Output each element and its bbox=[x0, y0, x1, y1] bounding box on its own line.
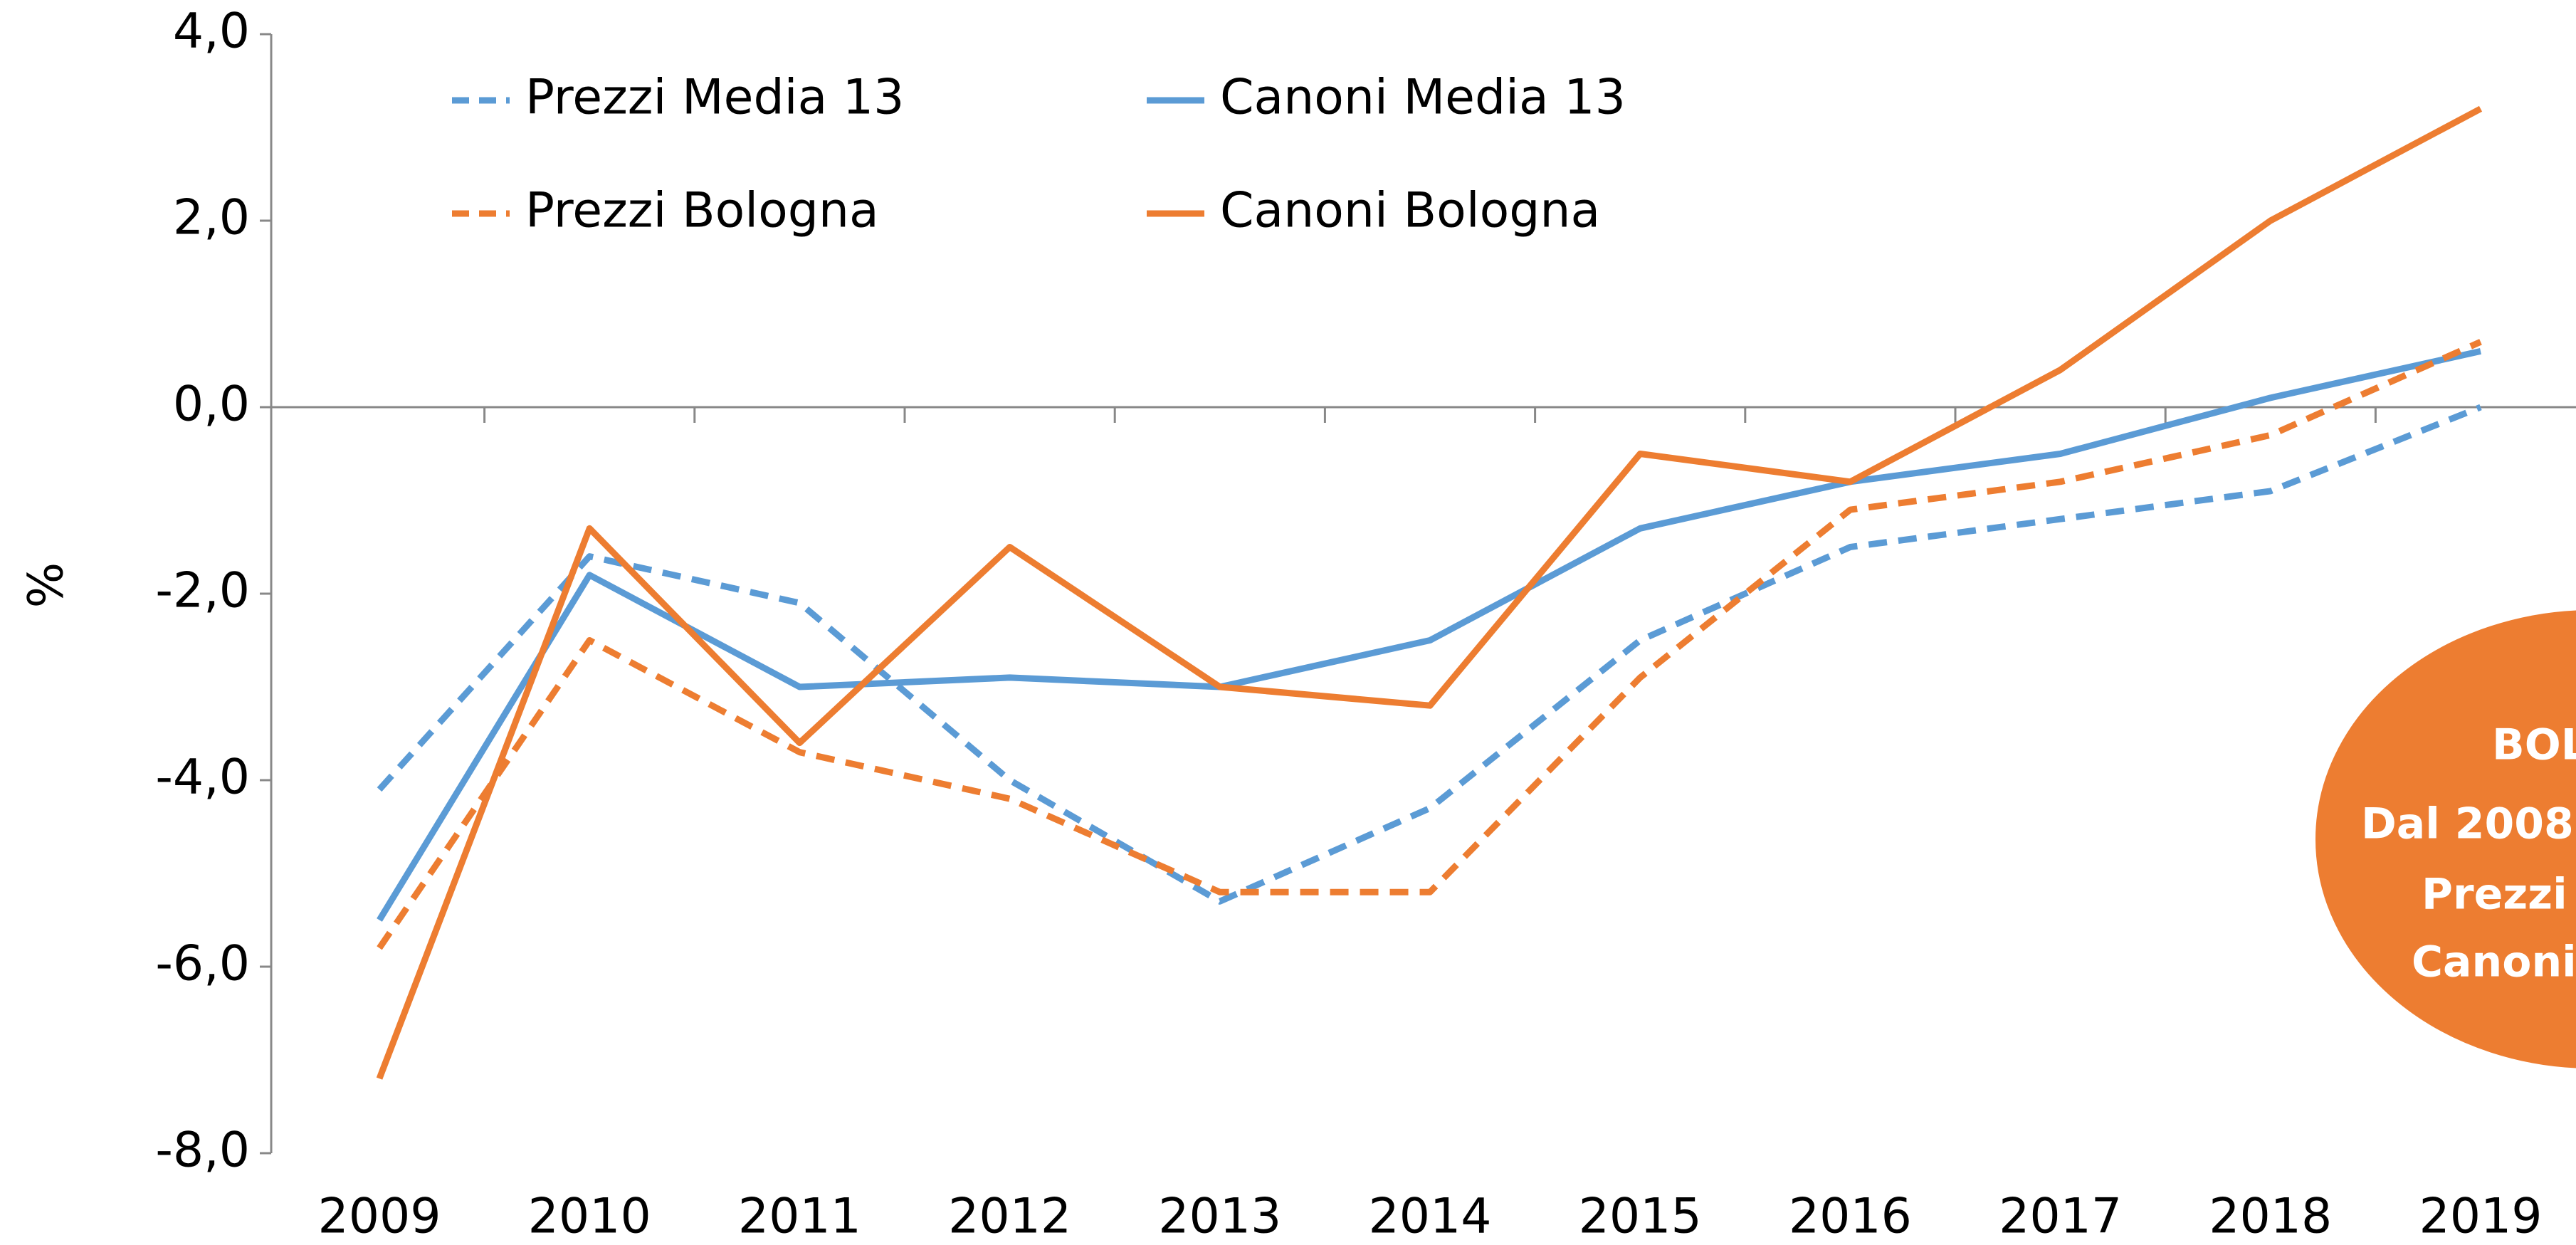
x-tick-label: 2018 bbox=[2209, 1189, 2332, 1245]
callout-bubble bbox=[2311, 606, 2576, 1073]
callout-text: Dal 2008 bbox=[2361, 799, 2574, 849]
series-line bbox=[377, 339, 2482, 950]
y-tick-label: -8,0 bbox=[155, 1123, 250, 1179]
series-line bbox=[377, 348, 2481, 922]
y-tick-label: 0,0 bbox=[173, 377, 250, 433]
x-tick-label: 2014 bbox=[1368, 1189, 1491, 1245]
series-line bbox=[376, 105, 2483, 1080]
y-tick-label: -4,0 bbox=[155, 750, 250, 806]
callout-text: Canoni bbox=[2412, 937, 2576, 987]
x-tick-label: 2011 bbox=[738, 1189, 861, 1245]
callout-text: BOLO bbox=[2492, 720, 2576, 770]
x-tick-label: 2015 bbox=[1579, 1189, 1702, 1245]
series-line bbox=[377, 404, 2482, 905]
x-tick-label: 2017 bbox=[1999, 1189, 2122, 1245]
callout-text: Prezzi bbox=[2422, 870, 2567, 920]
y-tick-label: 4,0 bbox=[173, 4, 250, 60]
x-tick-label: 2009 bbox=[317, 1189, 441, 1245]
x-tick-label: 2010 bbox=[528, 1189, 651, 1245]
legend-label: Prezzi Media 13 bbox=[525, 70, 904, 126]
y-tick-label: -2,0 bbox=[155, 563, 250, 619]
y-tick-label: 2,0 bbox=[173, 190, 250, 246]
x-tick-label: 2019 bbox=[2419, 1189, 2542, 1245]
legend-label: Prezzi Bologna bbox=[525, 183, 879, 239]
legend-label: Canoni Media 13 bbox=[1220, 70, 1626, 126]
x-tick-label: 2016 bbox=[1789, 1189, 1912, 1245]
x-tick-label: 2012 bbox=[948, 1189, 1071, 1245]
legend-label: Canoni Bologna bbox=[1220, 183, 1600, 239]
y-axis-label: % bbox=[19, 562, 75, 609]
x-tick-label: 2013 bbox=[1158, 1189, 1281, 1245]
y-tick-label: -6,0 bbox=[155, 936, 250, 992]
